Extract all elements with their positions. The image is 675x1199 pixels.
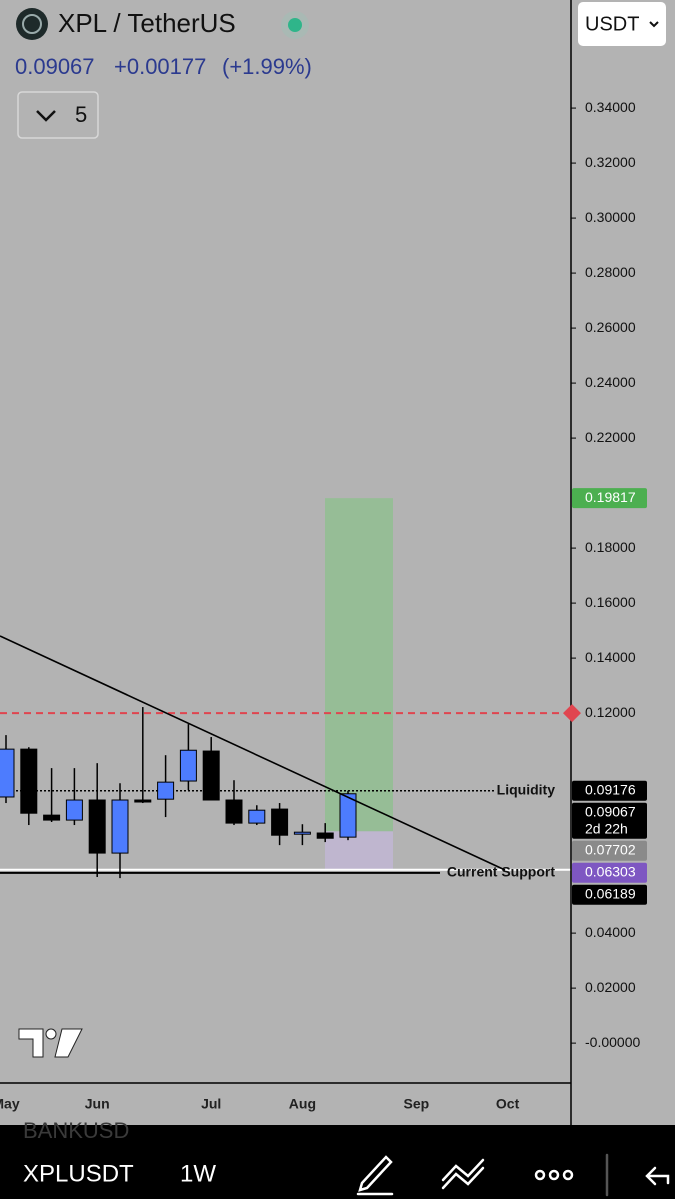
price-label-box (572, 862, 647, 883)
y-tick-label: 0.12000 (585, 704, 636, 720)
level-marker (563, 704, 581, 723)
y-tick-label: 0.28000 (585, 264, 636, 280)
status-dot (288, 18, 302, 32)
level-label: Current Support (447, 864, 555, 880)
candle-body (157, 781, 175, 800)
indicator-toggle[interactable] (17, 91, 99, 139)
candle-body (134, 799, 152, 803)
y-tick-label: 0.18000 (585, 539, 636, 555)
y-tick-label: 0.22000 (585, 429, 636, 445)
y-tick-label: 0.34000 (585, 99, 636, 115)
x-tick-label: Jul (201, 1096, 221, 1112)
price-label: 0.07702 (585, 841, 636, 857)
price-label-box (572, 802, 647, 839)
y-tick-label: 0.24000 (585, 374, 636, 390)
chevron-icon (36, 110, 56, 122)
y-tick-label: 0.16000 (585, 594, 636, 610)
candle-body (0, 748, 15, 798)
toolbar-icons (356, 1153, 670, 1197)
bottom-toolbar (0, 1125, 675, 1199)
candle-body (20, 748, 38, 814)
candle-body (202, 750, 220, 801)
price-label: 0.06303 (585, 863, 636, 879)
toolbar-symbol[interactable]: XPLUSDT (23, 1160, 134, 1187)
target-zone (325, 498, 393, 832)
y-tick-label: -0.00000 (585, 1034, 640, 1050)
level-label: Liquidity (497, 781, 556, 797)
indicators-icon[interactable] (441, 1158, 485, 1190)
more-dot (548, 1169, 560, 1181)
x-tick-label: Oct (496, 1096, 520, 1112)
candle-body (316, 832, 334, 839)
price-label: 0.19817 (585, 489, 636, 505)
toolbar-interval[interactable]: 1W (180, 1160, 216, 1187)
draw-icon[interactable] (358, 1155, 393, 1192)
more-dot[interactable] (534, 1169, 546, 1181)
price-label-box (572, 780, 647, 801)
candle-body (271, 808, 289, 836)
y-tick-label: 0.32000 (585, 154, 636, 170)
candle-body (111, 799, 129, 854)
price-label: 0.09067 (585, 803, 636, 819)
candle-body (179, 749, 197, 782)
price-label: 0.06189 (585, 885, 636, 901)
price-change-pct: (+1.99%) (222, 54, 312, 79)
candle-body (225, 799, 243, 824)
currency-chevron (649, 21, 659, 28)
y-tick-label: 0.14000 (585, 649, 636, 665)
x-tick-label: Jun (85, 1096, 110, 1112)
tv-logo (18, 1028, 83, 1058)
candle-body (248, 809, 266, 824)
coin-logo (16, 8, 48, 40)
price-label-box (572, 488, 647, 509)
candle-body (88, 799, 106, 854)
price-label: 0.09176 (585, 781, 636, 797)
indicator-count: 5 (75, 102, 87, 127)
faded-symbol: BANKUSD (23, 1118, 129, 1143)
stop-zone (325, 831, 393, 870)
y-tick-label: 0.02000 (585, 979, 636, 995)
more-dot (562, 1169, 574, 1181)
y-tick-label: 0.30000 (585, 209, 636, 225)
last-price: 0.09067 (15, 54, 95, 79)
y-tick-label: 0.04000 (585, 924, 636, 940)
x-tick-label: Aug (289, 1096, 316, 1112)
x-tick-label: Sep (404, 1096, 430, 1112)
x-tick-label: May (0, 1096, 20, 1112)
currency-button[interactable] (578, 2, 666, 46)
y-tick-label: 0.26000 (585, 319, 636, 335)
price-label-box (572, 884, 647, 905)
candle-body (339, 793, 357, 838)
symbol-title[interactable]: XPL / TetherUS (58, 8, 236, 38)
trend-line (0, 635, 506, 871)
candle-body (293, 831, 311, 835)
price-label-box (572, 840, 647, 861)
price-change: +0.00177 (114, 54, 206, 79)
coin-logo-ring (22, 14, 42, 34)
currency-label: USDT (585, 13, 639, 35)
plot-area: Liquidity Current Support (0, 498, 571, 880)
back-icon[interactable] (645, 1166, 670, 1186)
candle-body (65, 799, 83, 821)
countdown-label: 2d 22h (585, 820, 628, 836)
candle-body (43, 814, 61, 821)
